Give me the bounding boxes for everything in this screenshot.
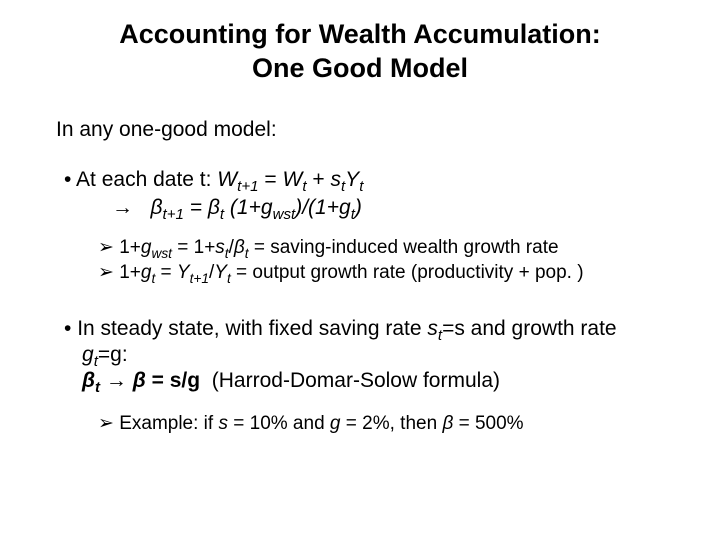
definition-gwst: ➢ 1+gwst = 1+st/βt = saving-induced weal…	[56, 236, 664, 259]
bullet-steady-state: In steady state, with fixed saving rate …	[56, 316, 664, 395]
title-line-1: Accounting for Wealth Accumulation:	[119, 19, 601, 49]
intro-text: In any one-good model:	[56, 118, 664, 142]
slide-title: Accounting for Wealth Accumulation: One …	[56, 18, 664, 86]
beta-transition: → βt+1 = βt (1+gwst)/(1+gt)	[56, 196, 664, 220]
chevron-icon: ➢	[98, 237, 114, 258]
definition-gt: ➢ 1+gt = Yt+1/Yt = output growth rate (p…	[56, 261, 664, 284]
bullet-each-date: At each date t: Wt+1 = Wt + stYt	[56, 168, 664, 192]
steady-state-text: In steady state, with fixed saving rate …	[77, 317, 616, 393]
spacer	[56, 286, 664, 316]
equation-wealth: Wt+1 = Wt + stYt	[217, 168, 363, 191]
slide: Accounting for Wealth Accumulation: One …	[0, 0, 720, 540]
arrow-icon: →	[112, 196, 133, 219]
gt-text: 1+gt = Yt+1/Yt = output growth rate (pro…	[119, 262, 583, 283]
bullet-each-date-prefix: At each date t:	[76, 168, 217, 191]
example-text: Example: if s = 10% and g = 2%, then β =…	[119, 413, 523, 434]
title-line-2: One Good Model	[252, 53, 468, 83]
gwst-text: 1+gwst = 1+st/βt = saving-induced wealth…	[119, 237, 558, 258]
equation-beta: βt+1 = βt (1+gwst)/(1+gt)	[151, 196, 362, 219]
example-line: ➢ Example: if s = 10% and g = 2%, then β…	[56, 412, 664, 435]
chevron-icon: ➢	[98, 262, 114, 283]
chevron-icon: ➢	[98, 413, 114, 434]
